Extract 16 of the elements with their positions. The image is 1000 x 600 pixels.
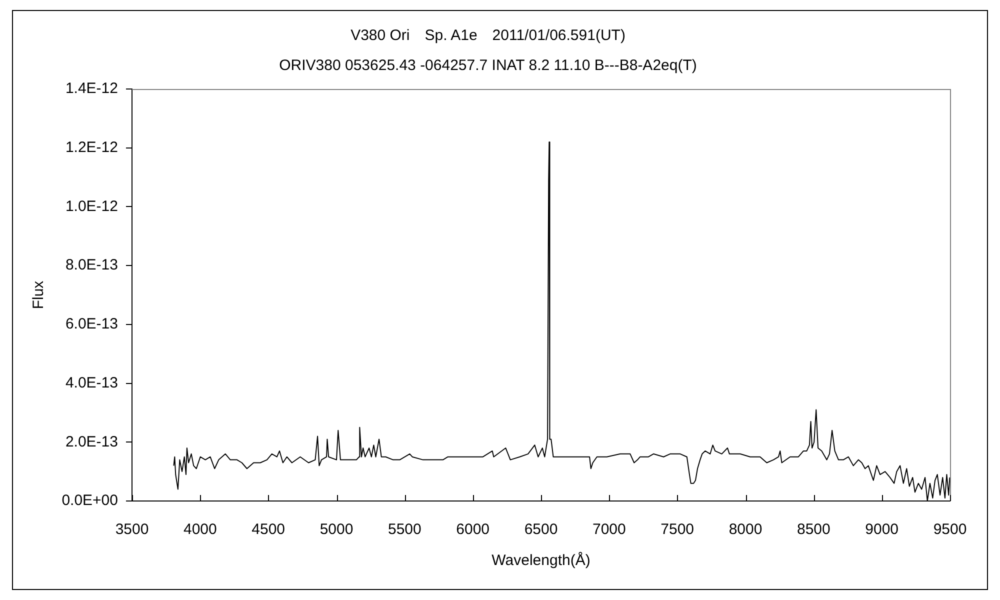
x-tick-label: 5000 bbox=[320, 521, 354, 538]
x-tick-label: 9000 bbox=[865, 521, 899, 538]
y-tick-label: 1.4E-12 bbox=[65, 80, 118, 98]
x-tick-label: 6000 bbox=[456, 521, 490, 538]
x-tick-label: 6500 bbox=[524, 521, 558, 538]
x-tick-label: 8500 bbox=[796, 521, 830, 538]
x-tick-label: 8000 bbox=[728, 521, 762, 538]
x-tick-label: 9500 bbox=[933, 521, 967, 538]
chart-title: V380 Ori Sp. A1e 2011/01/06.591(UT) bbox=[350, 27, 626, 44]
x-tick-label: 7000 bbox=[592, 521, 626, 538]
x-tick-label: 3500 bbox=[115, 521, 149, 538]
x-tick-label: 7500 bbox=[660, 521, 694, 538]
x-tick-label: 4000 bbox=[183, 521, 217, 538]
x-tick-label: 4500 bbox=[252, 521, 286, 538]
y-axis-title: Flux bbox=[30, 280, 48, 310]
x-tick-label: 5500 bbox=[388, 521, 422, 538]
